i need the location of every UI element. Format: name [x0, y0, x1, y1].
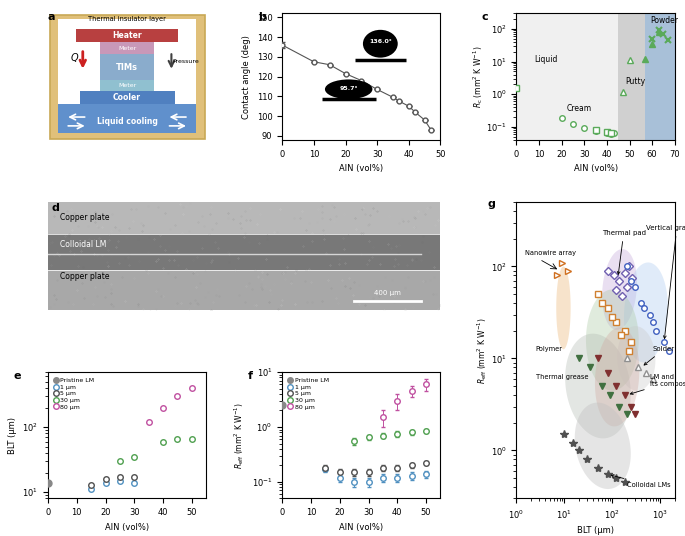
Polygon shape — [586, 289, 638, 391]
Text: b: b — [258, 12, 266, 22]
Text: LM and
its composites: LM and its composites — [630, 374, 685, 394]
Y-axis label: $R_\mathrm{eff}$ (mm$^2$ K W$^{-1}$): $R_\mathrm{eff}$ (mm$^2$ K W$^{-1}$) — [475, 317, 489, 384]
Text: Powder: Powder — [650, 16, 678, 25]
Text: Q: Q — [71, 53, 79, 63]
Text: Cream: Cream — [566, 104, 591, 113]
FancyBboxPatch shape — [58, 19, 196, 133]
Text: Heater: Heater — [112, 31, 142, 40]
Y-axis label: Contact angle (deg): Contact angle (deg) — [242, 35, 251, 118]
Text: g: g — [488, 199, 496, 209]
Text: f: f — [247, 371, 252, 381]
Y-axis label: BLT (μm): BLT (μm) — [8, 417, 16, 454]
Text: a: a — [48, 12, 55, 22]
Text: Copper plate: Copper plate — [60, 213, 109, 222]
X-axis label: AlN (vol%): AlN (vol%) — [573, 164, 618, 173]
Text: Cooler: Cooler — [113, 93, 141, 102]
Text: Meter: Meter — [118, 83, 136, 88]
Text: e: e — [13, 371, 21, 381]
Text: Thermal pad: Thermal pad — [601, 230, 646, 274]
X-axis label: BLT (μm): BLT (μm) — [577, 526, 614, 535]
Text: Meter: Meter — [118, 46, 136, 51]
Text: Vertical graphene: Vertical graphene — [646, 225, 685, 339]
X-axis label: AlN (vol%): AlN (vol%) — [339, 164, 384, 173]
Polygon shape — [602, 249, 637, 330]
Text: 95.7°: 95.7° — [339, 86, 358, 91]
FancyBboxPatch shape — [100, 80, 154, 91]
Text: Solder: Solder — [644, 346, 675, 365]
Text: 400 μm: 400 μm — [374, 289, 401, 296]
Polygon shape — [575, 403, 631, 489]
FancyBboxPatch shape — [77, 28, 177, 42]
Y-axis label: $R_\mathrm{c}$ (mm$^2$ K W$^{-1}$): $R_\mathrm{c}$ (mm$^2$ K W$^{-1}$) — [471, 46, 484, 108]
Text: Copper plate: Copper plate — [60, 272, 109, 281]
Text: Polymer: Polymer — [536, 346, 562, 352]
FancyBboxPatch shape — [49, 14, 205, 138]
Text: Pressure: Pressure — [172, 59, 199, 64]
Text: Liquid cooling: Liquid cooling — [97, 117, 158, 126]
Y-axis label: $R_\mathrm{eff}$ (mm$^2$ K W$^{-1}$): $R_\mathrm{eff}$ (mm$^2$ K W$^{-1}$) — [232, 402, 246, 468]
Polygon shape — [595, 327, 639, 427]
FancyBboxPatch shape — [79, 91, 175, 104]
FancyBboxPatch shape — [48, 270, 440, 310]
Text: Thermal insulator layer: Thermal insulator layer — [88, 16, 166, 22]
Ellipse shape — [363, 30, 398, 58]
Text: TIMs: TIMs — [116, 63, 138, 72]
Polygon shape — [624, 263, 668, 362]
Polygon shape — [556, 266, 571, 349]
Text: c: c — [482, 12, 488, 22]
X-axis label: AlN (vol%): AlN (vol%) — [339, 523, 384, 532]
Text: Colloidal LMs: Colloidal LMs — [611, 474, 671, 488]
Text: Putty: Putty — [625, 77, 645, 86]
Bar — [645, 13, 675, 140]
Ellipse shape — [325, 79, 373, 99]
Text: d: d — [52, 203, 60, 213]
FancyBboxPatch shape — [58, 104, 196, 133]
Text: 136.0°: 136.0° — [369, 39, 392, 44]
Text: Liquid: Liquid — [534, 55, 558, 64]
Legend: Pristine LM, 1 μm, 5 μm, 30 μm, 80 μm: Pristine LM, 1 μm, 5 μm, 30 μm, 80 μm — [286, 375, 332, 412]
Bar — [618, 13, 645, 140]
FancyBboxPatch shape — [48, 202, 440, 234]
FancyBboxPatch shape — [48, 234, 440, 270]
Polygon shape — [617, 326, 656, 391]
Legend: Pristine LM, 1 μm, 5 μm, 30 μm, 80 μm: Pristine LM, 1 μm, 5 μm, 30 μm, 80 μm — [51, 375, 97, 412]
FancyBboxPatch shape — [100, 54, 154, 80]
Text: Thermal grease: Thermal grease — [536, 374, 588, 380]
Text: Nanowire array: Nanowire array — [525, 250, 576, 256]
Text: Colloidal LM: Colloidal LM — [60, 240, 106, 249]
FancyBboxPatch shape — [100, 42, 154, 54]
X-axis label: AlN (vol%): AlN (vol%) — [105, 523, 149, 532]
Polygon shape — [565, 334, 631, 438]
